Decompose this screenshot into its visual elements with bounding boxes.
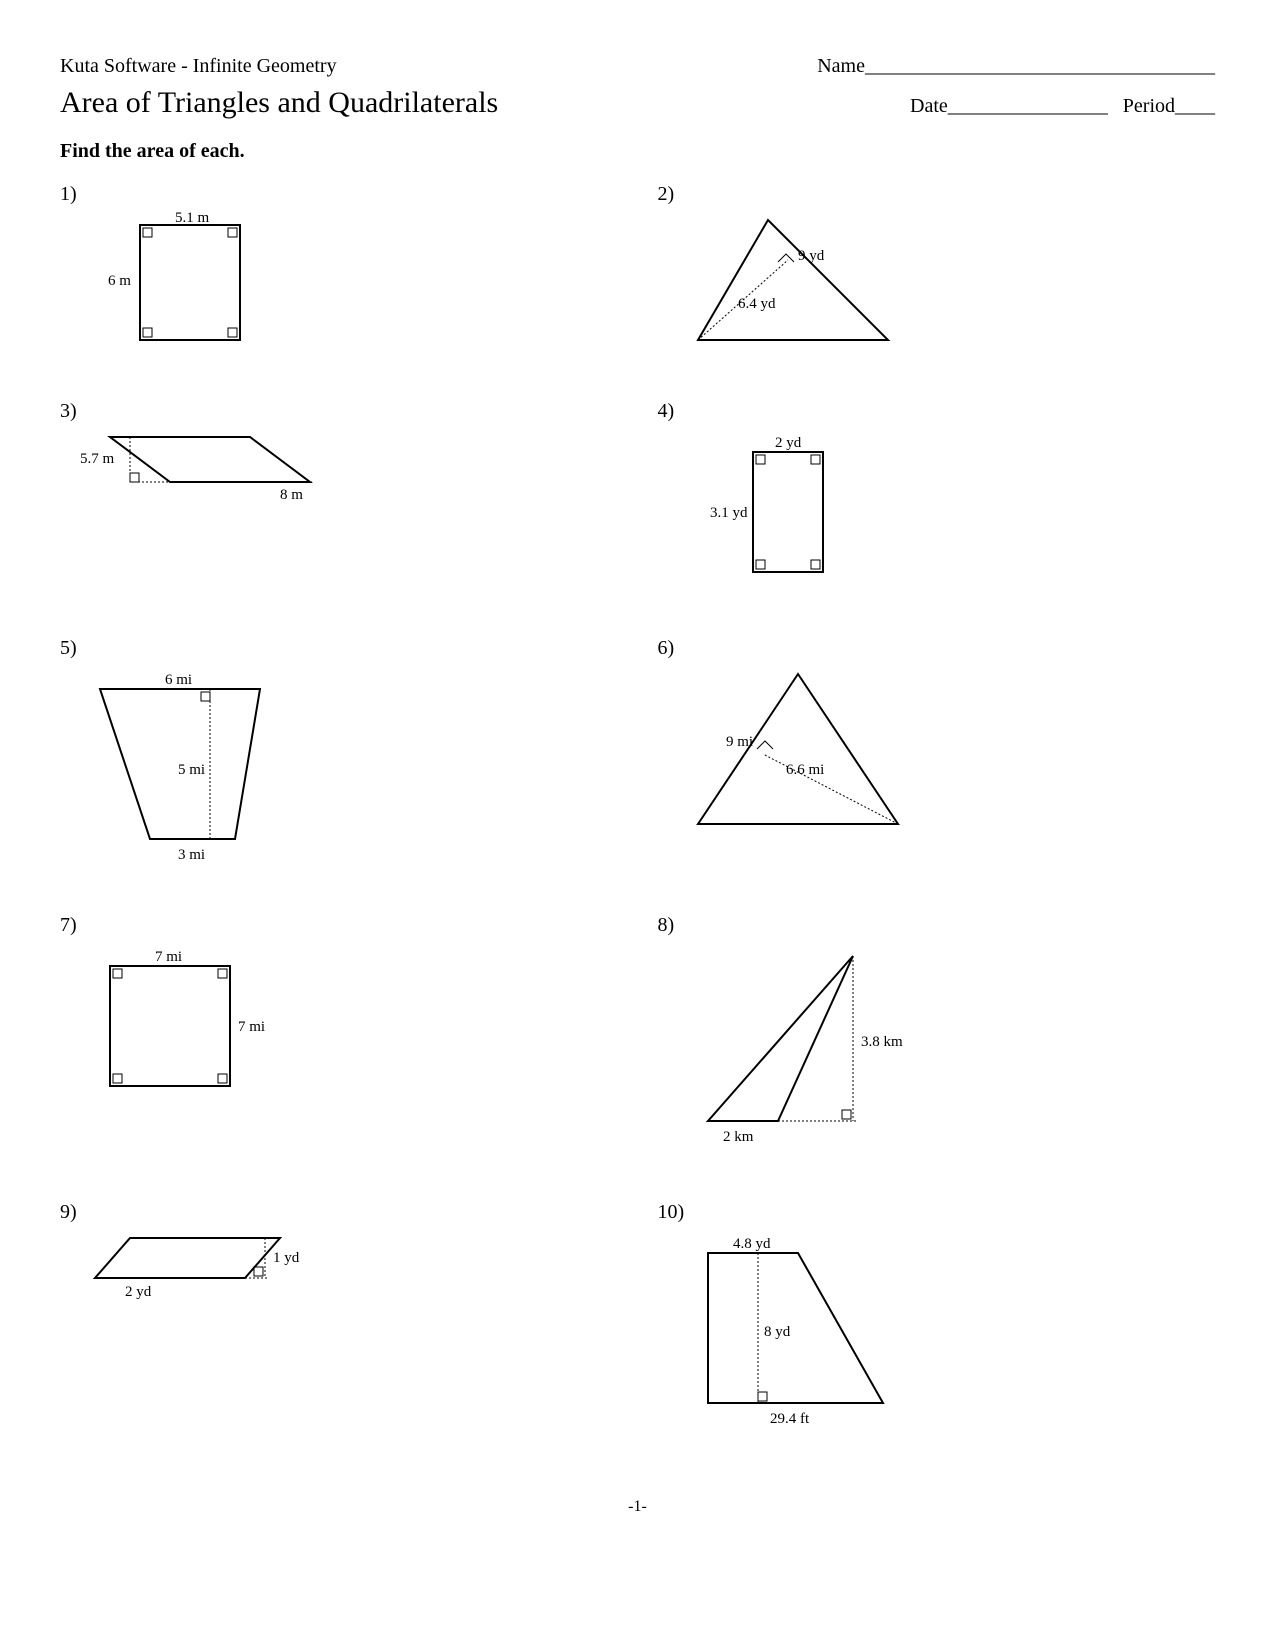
software-name: Kuta Software - Infinite Geometry — [60, 55, 337, 78]
label: 5 mi — [178, 762, 205, 778]
problem-number: 10) — [658, 1201, 1216, 1224]
date-field: Date________________ — [910, 95, 1108, 117]
worksheet-title: Area of Triangles and Quadrilaterals — [60, 86, 498, 120]
label: 7 mi — [155, 949, 182, 965]
figure-2: 9 yd 6.4 yd — [678, 210, 1216, 360]
name-field: Name___________________________________ — [817, 55, 1215, 78]
problem-number: 1) — [60, 183, 618, 206]
problem-number: 5) — [60, 637, 618, 660]
problem-number: 9) — [60, 1201, 618, 1224]
problem-9: 9) 1 yd 2 yd — [60, 1201, 618, 1438]
label: 5.7 m — [80, 451, 115, 467]
label: 7 mi — [238, 1019, 265, 1035]
figure-5: 6 mi 5 mi 3 mi — [80, 664, 618, 874]
label: 6.6 mi — [786, 762, 824, 778]
worksheet-page: Kuta Software - Infinite Geometry Name__… — [0, 0, 1275, 1556]
label: 9 yd — [798, 248, 825, 264]
label: 3 mi — [178, 847, 205, 863]
label: 8 m — [280, 487, 303, 503]
problem-3: 3) 5.7 m 8 m — [60, 400, 618, 597]
header-row-2: Area of Triangles and Quadrilaterals Dat… — [60, 86, 1215, 120]
problem-5: 5) 6 mi 5 mi 3 mi — [60, 637, 618, 874]
label: 3.8 km — [861, 1034, 903, 1050]
problem-10: 10) 4.8 yd 8 yd 29.4 ft — [658, 1201, 1216, 1438]
problem-7: 7) 7 mi 7 mi — [60, 914, 618, 1161]
problem-number: 3) — [60, 400, 618, 423]
problem-number: 4) — [658, 400, 1216, 423]
header-row-1: Kuta Software - Infinite Geometry Name__… — [60, 55, 1215, 78]
figure-1: 5.1 m 6 m — [80, 210, 618, 360]
problem-2: 2) 9 yd 6.4 yd — [658, 183, 1216, 360]
problem-1: 1) 5.1 m 6 m — [60, 183, 618, 360]
problem-4: 4) 2 yd 3.1 yd — [658, 400, 1216, 597]
figure-4: 2 yd 3.1 yd — [678, 427, 1216, 597]
problem-number: 2) — [658, 183, 1216, 206]
label: 3.1 yd — [710, 505, 748, 521]
figure-9: 1 yd 2 yd — [80, 1228, 618, 1318]
label: 2 yd — [775, 435, 802, 451]
label: 6 m — [108, 273, 131, 289]
label: 6 mi — [165, 672, 192, 688]
figure-3: 5.7 m 8 m — [80, 427, 618, 517]
problem-8: 8) 3.8 km 2 km — [658, 914, 1216, 1161]
problems-grid: 1) 5.1 m 6 m 2) — [60, 183, 1215, 1438]
label: 6.4 yd — [738, 296, 776, 312]
figure-8: 3.8 km 2 km — [678, 941, 1216, 1161]
problem-number: 7) — [60, 914, 618, 937]
problem-6: 6) 9 mi 6.6 mi — [658, 637, 1216, 874]
label: 29.4 ft — [770, 1411, 810, 1427]
label: 8 yd — [764, 1324, 791, 1340]
page-number: -1- — [60, 1498, 1215, 1516]
label: 4.8 yd — [733, 1236, 771, 1252]
label: 2 km — [723, 1129, 754, 1145]
figure-6: 9 mi 6.6 mi — [678, 664, 1216, 844]
label: 9 mi — [726, 734, 753, 750]
date-period: Date________________ Period____ — [910, 95, 1215, 118]
label: 5.1 m — [175, 210, 210, 226]
problem-number: 6) — [658, 637, 1216, 660]
label: 2 yd — [125, 1284, 152, 1300]
period-field: Period____ — [1123, 95, 1215, 117]
label: 1 yd — [273, 1250, 300, 1266]
instruction: Find the area of each. — [60, 140, 1215, 163]
figure-7: 7 mi 7 mi — [80, 941, 618, 1111]
figure-10: 4.8 yd 8 yd 29.4 ft — [678, 1228, 1216, 1438]
problem-number: 8) — [658, 914, 1216, 937]
